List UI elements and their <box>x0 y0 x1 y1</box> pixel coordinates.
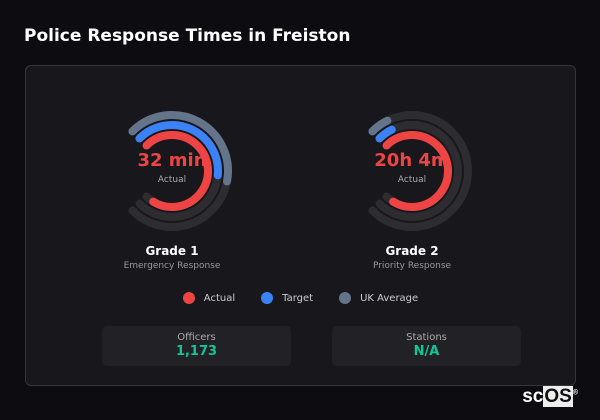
gauge-description: Emergency Response <box>123 261 221 271</box>
stat-stations: Stations N/A <box>332 326 521 366</box>
gauge-grade-2: 20h 4m Actual Grade 2 Priority Response <box>332 106 492 271</box>
legend-uk-average: UK Average <box>339 292 418 304</box>
legend-actual: Actual <box>182 292 236 304</box>
gauge-name: Grade 2 <box>385 244 439 258</box>
uk-average-arc <box>128 111 232 186</box>
gauge-rings <box>128 111 232 231</box>
uk-average-dot-icon <box>339 292 352 304</box>
target-arc <box>135 121 222 180</box>
stat-label: Stations <box>406 332 447 343</box>
target-arc <box>375 125 396 143</box>
actual-dot-icon <box>182 292 195 304</box>
target-track <box>375 121 462 221</box>
legend-label: Actual <box>203 292 236 304</box>
uk-average-track <box>368 111 472 231</box>
gauge-grade-1: 32 min Actual Grade 1 Emergency Response <box>92 106 252 271</box>
uk-average-arc <box>368 116 392 136</box>
stat-value: N/A <box>413 344 440 359</box>
actual-arc <box>382 131 452 211</box>
gauge-name: Grade 1 <box>145 244 199 258</box>
stat-label: Officers <box>177 332 216 343</box>
legend: Actual Target UK Average <box>26 292 575 304</box>
stat-officers: Officers 1,173 <box>102 326 291 366</box>
legend-label: Target <box>282 292 314 304</box>
target-dot-icon <box>261 292 274 304</box>
gauge-value: 32 min <box>137 150 207 171</box>
gauge-value: 20h 4m <box>374 150 450 171</box>
stat-value: 1,173 <box>175 344 218 359</box>
gauge-description: Priority Response <box>372 261 452 271</box>
gauge-sublabel: Actual <box>397 175 427 185</box>
gauge-sublabel: Actual <box>157 175 187 185</box>
gauge-rings <box>368 111 472 231</box>
actual-arc <box>142 131 212 211</box>
page-title: Police Response Times in Freiston <box>24 26 351 46</box>
scos-logo: scOS® <box>522 386 578 407</box>
legend-target: Target <box>261 292 313 304</box>
response-card: 32 min Actual Grade 1 Emergency Response… <box>25 65 576 386</box>
legend-label: UK Average <box>360 292 419 304</box>
